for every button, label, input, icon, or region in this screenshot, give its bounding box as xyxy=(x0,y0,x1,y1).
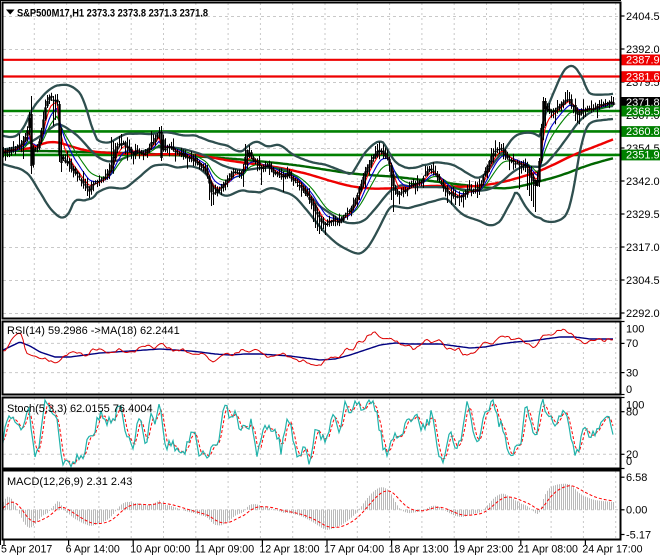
svg-text:70: 70 xyxy=(626,338,638,350)
svg-text:19 Apr 23:00: 19 Apr 23:00 xyxy=(453,544,513,556)
svg-text:2404.5: 2404.5 xyxy=(626,11,660,23)
svg-text:30: 30 xyxy=(626,367,638,379)
svg-text:MACD(12,26,9) 2.31 2.43: MACD(12,26,9) 2.31 2.43 xyxy=(7,476,132,488)
svg-text:100: 100 xyxy=(626,323,644,335)
svg-text:2342.0: 2342.0 xyxy=(626,176,660,188)
svg-text:RSI(14) 59.2986 ->MA(18) 62.2: RSI(14) 59.2986 ->MA(18) 62.2441 xyxy=(7,325,180,337)
svg-text:2292.0: 2292.0 xyxy=(626,308,660,320)
svg-text:17 Apr 04:00: 17 Apr 04:00 xyxy=(324,544,384,556)
svg-text:24 Apr 17:00: 24 Apr 17:00 xyxy=(582,544,642,556)
svg-text:2351.9: 2351.9 xyxy=(626,150,660,162)
svg-text:0.00: 0.00 xyxy=(626,505,647,517)
svg-text:2392.0: 2392.0 xyxy=(626,44,660,56)
svg-text:2360.8: 2360.8 xyxy=(626,126,660,138)
svg-text:80: 80 xyxy=(626,407,638,419)
svg-text:2381.6: 2381.6 xyxy=(626,71,660,83)
svg-text:10 Apr 00:00: 10 Apr 00:00 xyxy=(130,544,190,556)
svg-text:12 Apr 18:00: 12 Apr 18:00 xyxy=(259,544,319,556)
svg-text:-5.17: -5.17 xyxy=(626,529,651,541)
svg-text:6.58: 6.58 xyxy=(626,472,647,484)
svg-text:2304.5: 2304.5 xyxy=(626,275,660,287)
svg-text:S&P500M17,H1 2373.3 2373.8 23: S&P500M17,H1 2373.3 2373.8 2371.3 2371.8 xyxy=(17,8,208,20)
svg-text:0: 0 xyxy=(626,384,632,396)
svg-text:100: 100 xyxy=(626,399,644,411)
svg-text:2317.0: 2317.0 xyxy=(626,242,660,254)
svg-text:11 Apr 09:00: 11 Apr 09:00 xyxy=(195,544,254,556)
svg-text:6 Apr 14:00: 6 Apr 14:00 xyxy=(66,544,120,556)
svg-text:21 Apr 08:00: 21 Apr 08:00 xyxy=(518,544,578,556)
svg-text:0: 0 xyxy=(626,456,632,468)
svg-text:20: 20 xyxy=(626,449,638,461)
svg-text:2368.5: 2368.5 xyxy=(626,106,660,118)
svg-text:Stoch(5,3,3) 62.0155 76.4004: Stoch(5,3,3) 62.0155 76.4004 xyxy=(7,403,153,415)
svg-text:18 Apr 13:00: 18 Apr 13:00 xyxy=(389,544,449,556)
svg-text:5 Apr 2017: 5 Apr 2017 xyxy=(1,544,52,556)
svg-text:2387.9: 2387.9 xyxy=(626,55,660,67)
svg-text:2329.5: 2329.5 xyxy=(626,209,660,221)
